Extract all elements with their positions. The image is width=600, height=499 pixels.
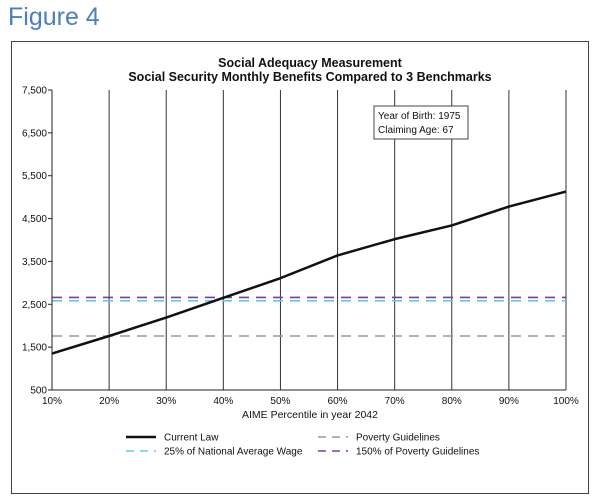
series-line-current-law (51, 190, 567, 355)
x-tick-label: 80% (442, 396, 462, 407)
x-tick-label: 10% (42, 396, 62, 407)
x-tick-label: 90% (499, 396, 519, 407)
y-tick-label: 7,500 (22, 86, 47, 97)
x-tick-label: 40% (213, 396, 233, 407)
y-tick-label: 1,500 (22, 343, 47, 354)
series-layer (51, 190, 567, 355)
chart-frame (11, 41, 589, 494)
y-tick-label: 5,500 (22, 171, 47, 182)
y-tick-label: 6,500 (22, 128, 47, 139)
x-tick-label: 100% (553, 396, 579, 407)
legend: Current Law Poverty Guidelines 25% of Nati… (126, 433, 479, 458)
x-tick-label: 30% (156, 396, 176, 407)
y-tick-label: 500 (30, 386, 47, 397)
axis-layer (51, 90, 566, 391)
legend-label-25-of-national-average-wage: 25% of National Average Wage (164, 447, 303, 458)
chart-subtitle: Social Security Monthly Benefits Compare… (128, 70, 491, 84)
annotation-claiming-age: Claiming Age: 67 (378, 125, 454, 136)
tick-layer: 500 1,500 2,500 3,500 4,500 5,500 6,500 7,500 10… (22, 86, 579, 408)
figure-label: Figure 4 (8, 3, 100, 31)
x-tick-label: 20% (99, 396, 119, 407)
chart-title: Social Adequacy Measurement (218, 56, 402, 70)
grid-layer (108, 90, 567, 390)
legend-label-150-of-poverty-guidelines: 150% of Poverty Guidelines (356, 447, 479, 458)
x-tick-label: 50% (270, 396, 290, 407)
legend-label-current-law: Current Law (164, 433, 219, 444)
y-tick-label: 4,500 (22, 214, 47, 225)
y-tick-label: 3,500 (22, 257, 47, 268)
y-tick-label: 2,500 (22, 300, 47, 311)
annotation-birth-year: Year of Birth: 1975 (378, 111, 461, 122)
x-tick-label: 70% (385, 396, 405, 407)
x-axis-label: AIME Percentile in year 2042 (242, 409, 378, 421)
x-tick-label: 60% (328, 396, 348, 407)
legend-label-poverty-guidelines: Poverty Guidelines (356, 433, 440, 444)
annotation-box: Year of Birth: 1975 Claiming Age: 67 (373, 105, 469, 140)
